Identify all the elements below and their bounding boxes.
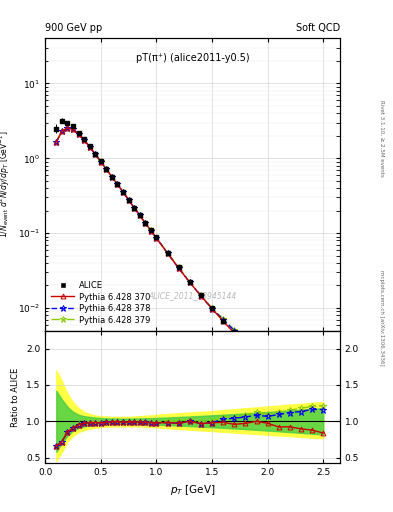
Text: mcplots.cern.ch [arXiv:1306.3436]: mcplots.cern.ch [arXiv:1306.3436] — [380, 270, 384, 365]
Text: pT(π⁺) (alice2011-y0.5): pT(π⁺) (alice2011-y0.5) — [136, 53, 250, 63]
Text: Soft QCD: Soft QCD — [296, 23, 340, 33]
Y-axis label: Ratio to ALICE: Ratio to ALICE — [11, 367, 20, 426]
Legend: ALICE, Pythia 6.428 370, Pythia 6.428 378, Pythia 6.428 379: ALICE, Pythia 6.428 370, Pythia 6.428 37… — [50, 280, 152, 326]
Y-axis label: $1/N_\mathsf{event}\ d^2N/dy/dp_T\ [\mathsf{GeV}^{-1}]$: $1/N_\mathsf{event}\ d^2N/dy/dp_T\ [\mat… — [0, 131, 13, 238]
Text: 900 GeV pp: 900 GeV pp — [45, 23, 103, 33]
Text: Rivet 3.1.10, ≥ 2.5M events: Rivet 3.1.10, ≥ 2.5M events — [380, 100, 384, 177]
X-axis label: $p_T$ [GeV]: $p_T$ [GeV] — [170, 483, 215, 497]
Text: ALICE_2011_S8945144: ALICE_2011_S8945144 — [149, 291, 237, 300]
